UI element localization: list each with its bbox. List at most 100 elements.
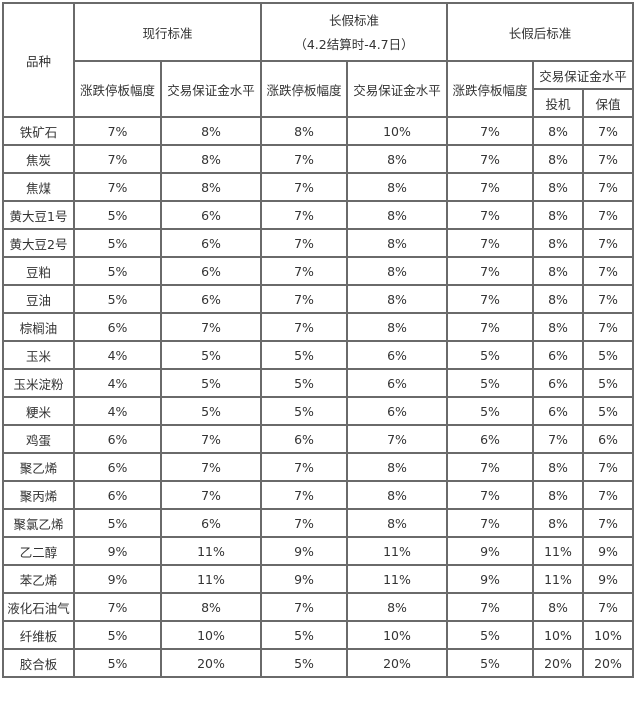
cell-after-limit: 5% <box>446 340 534 370</box>
cell-after-margin-hedging: 6% <box>582 424 634 454</box>
cell-variety: 纤维板 <box>2 620 75 650</box>
cell-holiday-margin: 8% <box>346 144 448 174</box>
cell-after-margin-hedging: 5% <box>582 368 634 398</box>
cell-after-limit: 5% <box>446 648 534 678</box>
cell-current-limit: 6% <box>73 424 162 454</box>
cell-after-margin-speculative: 6% <box>532 396 584 426</box>
cell-after-margin-speculative: 6% <box>532 340 584 370</box>
cell-holiday-margin: 11% <box>346 564 448 594</box>
cell-after-margin-speculative: 8% <box>532 508 584 538</box>
cell-holiday-margin: 20% <box>346 648 448 678</box>
cell-after-margin-hedging: 7% <box>582 228 634 258</box>
cell-current-margin: 5% <box>160 396 262 426</box>
cell-current-limit: 5% <box>73 648 162 678</box>
cell-after-margin-speculative: 8% <box>532 200 584 230</box>
cell-after-margin-speculative: 8% <box>532 172 584 202</box>
cell-after-margin-hedging: 7% <box>582 172 634 202</box>
cell-current-limit: 9% <box>73 536 162 566</box>
cell-variety: 粳米 <box>2 396 75 426</box>
header-current-limit: 涨跌停板幅度 <box>73 60 162 118</box>
table-row: 玉米 4% 5% 5% 6% 5% 6% 5% <box>2 340 634 370</box>
cell-current-limit: 7% <box>73 116 162 146</box>
cell-holiday-limit: 7% <box>260 284 348 314</box>
cell-variety: 胶合板 <box>2 648 75 678</box>
cell-after-limit: 7% <box>446 200 534 230</box>
cell-current-limit: 4% <box>73 396 162 426</box>
cell-variety: 玉米淀粉 <box>2 368 75 398</box>
cell-variety: 黄大豆2号 <box>2 228 75 258</box>
table-row: 焦炭 7% 8% 7% 8% 7% 8% 7% <box>2 144 634 174</box>
cell-current-limit: 6% <box>73 480 162 510</box>
cell-holiday-margin: 10% <box>346 620 448 650</box>
cell-after-margin-speculative: 8% <box>532 284 584 314</box>
table-row: 液化石油气 7% 8% 7% 8% 7% 8% 7% <box>2 592 634 622</box>
cell-variety: 豆粕 <box>2 256 75 286</box>
cell-after-margin-speculative: 8% <box>532 312 584 342</box>
cell-holiday-limit: 7% <box>260 592 348 622</box>
cell-after-margin-speculative: 11% <box>532 564 584 594</box>
cell-current-limit: 5% <box>73 508 162 538</box>
cell-current-margin: 6% <box>160 284 262 314</box>
cell-after-margin-speculative: 8% <box>532 144 584 174</box>
cell-current-margin: 10% <box>160 620 262 650</box>
cell-holiday-limit: 7% <box>260 452 348 482</box>
header-holiday-limit: 涨跌停板幅度 <box>260 60 348 118</box>
table-row: 苯乙烯 9% 11% 9% 11% 9% 11% 9% <box>2 564 634 594</box>
cell-after-margin-hedging: 7% <box>582 508 634 538</box>
cell-current-limit: 4% <box>73 368 162 398</box>
cell-variety: 乙二醇 <box>2 536 75 566</box>
table-row: 鸡蛋 6% 7% 6% 7% 6% 7% 6% <box>2 424 634 454</box>
cell-after-margin-hedging: 9% <box>582 536 634 566</box>
cell-after-margin-hedging: 7% <box>582 284 634 314</box>
cell-current-margin: 6% <box>160 228 262 258</box>
cell-current-limit: 5% <box>73 228 162 258</box>
cell-after-margin-speculative: 20% <box>532 648 584 678</box>
cell-after-limit: 7% <box>446 312 534 342</box>
cell-current-margin: 5% <box>160 340 262 370</box>
cell-current-limit: 5% <box>73 284 162 314</box>
holiday-title: 长假标准 <box>328 13 379 28</box>
cell-current-margin: 11% <box>160 536 262 566</box>
cell-current-limit: 9% <box>73 564 162 594</box>
cell-after-margin-hedging: 7% <box>582 480 634 510</box>
cell-current-margin: 6% <box>160 256 262 286</box>
cell-holiday-margin: 8% <box>346 480 448 510</box>
cell-holiday-limit: 7% <box>260 200 348 230</box>
cell-holiday-limit: 7% <box>260 172 348 202</box>
cell-after-margin-hedging: 9% <box>582 564 634 594</box>
cell-current-margin: 8% <box>160 172 262 202</box>
cell-holiday-limit: 5% <box>260 648 348 678</box>
cell-after-limit: 9% <box>446 536 534 566</box>
cell-holiday-limit: 7% <box>260 312 348 342</box>
cell-holiday-limit: 7% <box>260 256 348 286</box>
cell-after-margin-speculative: 8% <box>532 116 584 146</box>
cell-after-limit: 6% <box>446 424 534 454</box>
cell-current-limit: 7% <box>73 172 162 202</box>
cell-after-margin-hedging: 20% <box>582 648 634 678</box>
table-row: 黄大豆2号 5% 6% 7% 8% 7% 8% 7% <box>2 228 634 258</box>
header-hedging: 保值 <box>582 88 634 118</box>
cell-after-limit: 7% <box>446 144 534 174</box>
cell-after-limit: 5% <box>446 368 534 398</box>
table-row: 棕榈油 6% 7% 7% 8% 7% 8% 7% <box>2 312 634 342</box>
cell-current-limit: 7% <box>73 144 162 174</box>
cell-holiday-limit: 7% <box>260 480 348 510</box>
cell-current-margin: 20% <box>160 648 262 678</box>
header-after-limit: 涨跌停板幅度 <box>446 60 534 118</box>
cell-current-margin: 6% <box>160 508 262 538</box>
header-variety: 品种 <box>2 2 75 118</box>
table-row: 豆粕 5% 6% 7% 8% 7% 8% 7% <box>2 256 634 286</box>
cell-after-limit: 5% <box>446 396 534 426</box>
cell-current-limit: 5% <box>73 620 162 650</box>
header-current-standard: 现行标准 <box>73 2 262 62</box>
cell-after-margin-speculative: 8% <box>532 452 584 482</box>
cell-current-margin: 8% <box>160 592 262 622</box>
cell-current-margin: 6% <box>160 200 262 230</box>
cell-variety: 聚丙烯 <box>2 480 75 510</box>
cell-holiday-limit: 7% <box>260 508 348 538</box>
cell-after-margin-speculative: 10% <box>532 620 584 650</box>
cell-after-limit: 7% <box>446 228 534 258</box>
cell-current-limit: 7% <box>73 592 162 622</box>
cell-after-limit: 5% <box>446 620 534 650</box>
cell-variety: 棕榈油 <box>2 312 75 342</box>
